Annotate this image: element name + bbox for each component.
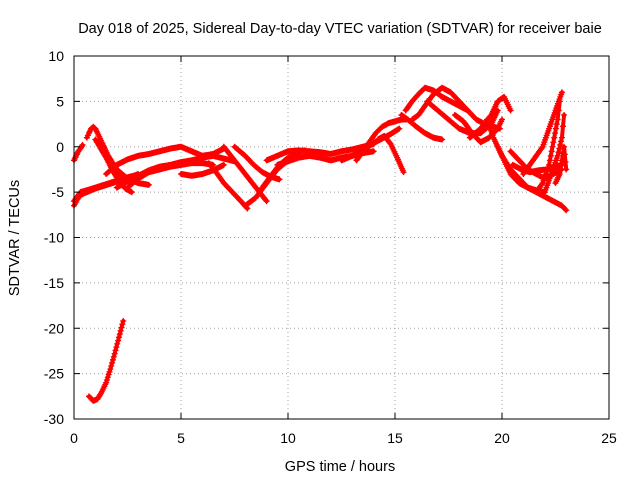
series-points xyxy=(263,141,377,164)
series-points xyxy=(205,160,251,212)
y-tick-label: -5 xyxy=(52,184,65,200)
y-tick-label: -15 xyxy=(44,275,64,291)
y-tick-label: -20 xyxy=(44,320,64,336)
y-axis-title: SDTVAR / TECUs xyxy=(7,180,23,296)
data-layer xyxy=(71,84,570,404)
series-points xyxy=(541,111,568,196)
series-arc-34 xyxy=(541,111,568,196)
series-points xyxy=(71,141,86,164)
tick-layer: 0 5 10 15 20 25 10 5 0 -5 -10 -15 -20 -25 -30 xyxy=(44,48,617,446)
series-arc-1 xyxy=(71,141,86,164)
series-arc-21 xyxy=(374,132,407,176)
series-arc-35 xyxy=(552,143,570,187)
x-axis-title: GPS time / hours xyxy=(285,459,395,475)
series-line xyxy=(86,318,126,403)
y-tick-label: -25 xyxy=(44,366,64,382)
y-tick-label: 10 xyxy=(48,48,64,64)
series-points xyxy=(402,84,471,114)
grid-layer xyxy=(74,56,609,419)
series-arc-23 xyxy=(398,111,446,143)
series-points xyxy=(533,98,563,196)
y-tick-label: 5 xyxy=(56,93,64,109)
x-tick-label: 25 xyxy=(601,430,617,446)
chart-title: Day 018 of 2025, Sidereal Day-to-day VTE… xyxy=(78,21,602,37)
series-points xyxy=(552,143,570,187)
series-points xyxy=(85,317,127,404)
series-points xyxy=(353,116,411,164)
series-arc-33 xyxy=(533,98,563,196)
series-points xyxy=(220,143,270,205)
series-points xyxy=(374,132,407,176)
series-points xyxy=(124,160,217,191)
x-tick-label: 15 xyxy=(387,430,403,446)
series-arc-10 xyxy=(124,160,217,191)
series-points xyxy=(398,111,446,143)
x-tick-label: 20 xyxy=(494,430,510,446)
x-tick-label: 0 xyxy=(70,430,78,446)
series-arc-17 xyxy=(263,141,377,164)
y-tick-label: -30 xyxy=(44,411,64,427)
x-tick-label: 10 xyxy=(280,430,296,446)
y-tick-label: -10 xyxy=(44,230,64,246)
series-arc-7 xyxy=(85,317,127,404)
series-arc-12 xyxy=(205,160,251,212)
series-arc-22 xyxy=(402,84,471,114)
x-tick-label: 5 xyxy=(177,430,185,446)
series-arc-20 xyxy=(353,116,411,164)
y-tick-label: 0 xyxy=(56,139,64,155)
